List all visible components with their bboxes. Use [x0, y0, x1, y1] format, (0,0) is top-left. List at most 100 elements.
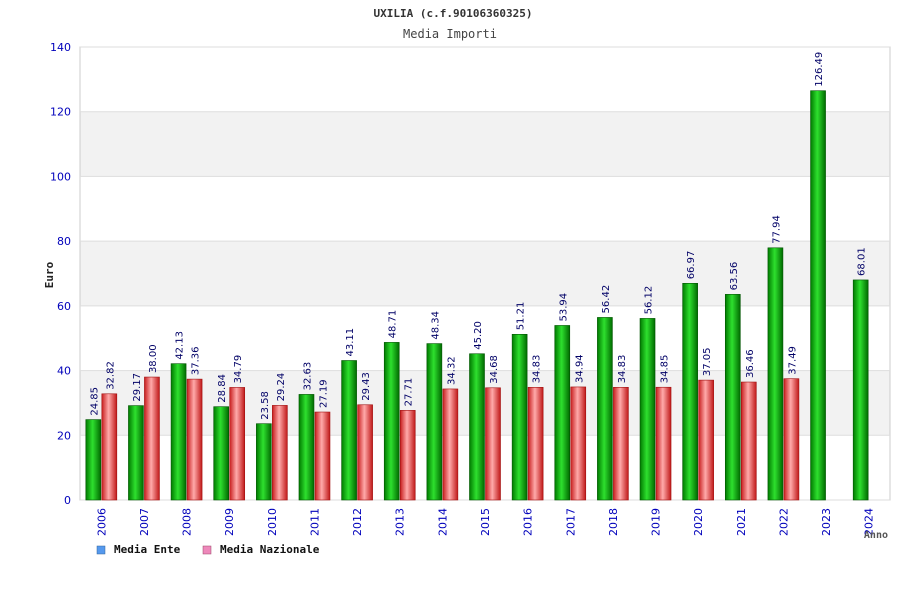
value-label-media-nazionale: 27.19: [318, 379, 329, 408]
x-tick-label: 2020: [692, 508, 705, 536]
bar-media-ente: [682, 283, 698, 501]
x-tick-label: 2017: [564, 508, 577, 536]
x-tick-label: 2014: [436, 508, 449, 536]
bar-media-ente: [128, 405, 144, 501]
bars: 24.85 32.82 29.17 38.00 42.13 37.36 28.84 34.79…: [85, 52, 869, 501]
x-tick-label: 2019: [650, 508, 663, 536]
value-label-media-ente: 42.13: [175, 331, 186, 360]
value-label-media-nazionale: 37.36: [191, 346, 202, 375]
bar-media-ente: [426, 343, 443, 501]
x-tick-label: 2010: [266, 508, 279, 536]
bar-media-ente: [341, 360, 357, 501]
value-label-media-ente: 66.97: [686, 251, 697, 280]
bar-media-ente: [511, 333, 528, 501]
value-label-media-nazionale: 34.85: [660, 355, 671, 384]
value-label-media-ente: 48.71: [388, 310, 399, 339]
y-tick-label: 60: [57, 300, 71, 313]
bar-media-nazionale: [783, 378, 800, 501]
bar-media-nazionale: [655, 386, 672, 501]
bar-media-ente: [852, 279, 869, 501]
bar-media-ente: [469, 353, 485, 501]
grid-band: [80, 111, 890, 177]
value-label-media-nazionale: 32.82: [105, 361, 116, 390]
bar-media-nazionale: [314, 411, 331, 501]
value-label-media-nazionale: 37.05: [702, 347, 713, 376]
bar-media-nazionale: [527, 387, 544, 501]
value-label-media-nazionale: 34.32: [446, 356, 457, 385]
chart-subtitle: Media Importi: [403, 27, 497, 41]
bar-media-ente: [597, 317, 613, 501]
value-label-media-nazionale: 34.83: [532, 355, 543, 384]
x-axis: 2006 2007 2008 2009 2010 2011 2012 2013 2014 2015…: [95, 508, 875, 536]
value-label-media-nazionale: 34.68: [489, 355, 500, 384]
bar-media-ente: [256, 423, 272, 501]
bar-media-ente: [724, 294, 741, 501]
bar-media-nazionale: [229, 387, 246, 501]
grid-bands: [80, 111, 890, 436]
value-label-media-ente: 63.56: [729, 262, 740, 291]
y-tick-label: 120: [50, 106, 71, 119]
x-tick-label: 2008: [181, 508, 194, 536]
y-tick-label: 0: [64, 494, 71, 507]
grid-band: [80, 241, 890, 306]
y-tick-label: 100: [50, 170, 71, 183]
value-label-media-nazionale: 29.24: [276, 373, 287, 402]
legend: Media Ente Media Nazionale: [96, 543, 320, 556]
bar-media-nazionale: [272, 405, 288, 501]
bar-media-nazionale: [357, 404, 373, 501]
value-label-media-ente: 23.58: [260, 391, 271, 420]
x-tick-label: 2011: [308, 508, 321, 536]
x-tick-label: 2016: [522, 508, 535, 536]
y-tick-label: 80: [57, 235, 71, 248]
value-label-media-ente: 126.49: [814, 52, 825, 87]
x-tick-label: 2023: [820, 508, 833, 536]
x-tick-label: 2006: [95, 508, 108, 536]
bar-media-nazionale: [698, 379, 714, 501]
x-tick-label: 2012: [351, 508, 364, 536]
legend-swatch-media-ente: [96, 545, 106, 555]
x-axis-label: Anno: [864, 530, 888, 541]
bar-media-ente: [170, 363, 187, 501]
bar-media-nazionale: [570, 386, 587, 501]
value-label-media-nazionale: 34.83: [617, 355, 628, 384]
value-label-media-ente: 56.12: [644, 286, 655, 315]
y-tick-label: 140: [50, 41, 71, 54]
x-tick-label: 2021: [735, 508, 748, 536]
value-label-media-nazionale: 38.00: [148, 344, 159, 373]
value-label-media-nazionale: 34.94: [574, 354, 585, 383]
legend-label-media-nazionale: Media Nazionale: [220, 543, 320, 556]
value-label-media-ente: 43.11: [345, 328, 356, 357]
y-tick-label: 40: [57, 365, 71, 378]
bar-media-ente: [767, 247, 784, 501]
x-tick-label: 2007: [138, 508, 151, 536]
bar-media-nazionale: [442, 388, 459, 501]
x-tick-label: 2015: [479, 508, 492, 536]
bar-media-nazionale: [144, 376, 160, 501]
x-tick-label: 2009: [223, 508, 236, 536]
value-label-media-ente: 77.94: [771, 215, 782, 244]
legend-swatch-media-nazionale: [202, 545, 212, 555]
x-tick-label: 2024: [863, 508, 876, 536]
value-label-media-ente: 32.63: [302, 362, 313, 391]
value-label-media-ente: 51.21: [516, 302, 527, 331]
y-tick-label: 20: [57, 429, 71, 442]
bar-media-ente: [298, 394, 315, 501]
y-axis: 0 20 40 60 80 100 120 140: [50, 41, 71, 507]
bar-media-ente: [213, 406, 230, 501]
bar-media-nazionale: [485, 387, 501, 501]
value-label-media-ente: 48.34: [430, 311, 441, 340]
value-label-media-nazionale: 37.49: [787, 346, 798, 375]
chart-title: UXILIA (c.f.90106360325): [374, 7, 533, 20]
bar-media-nazionale: [399, 410, 416, 501]
value-label-media-ente: 68.01: [857, 247, 868, 276]
value-label-media-ente: 56.42: [601, 285, 612, 314]
bar-media-nazionale: [101, 393, 118, 501]
value-label-media-nazionale: 34.79: [233, 355, 244, 384]
x-tick-label: 2018: [607, 508, 620, 536]
x-tick-label: 2022: [777, 508, 790, 536]
value-label-media-ente: 28.84: [217, 374, 228, 403]
value-label-media-nazionale: 36.46: [745, 349, 756, 378]
bar-media-ente: [383, 342, 400, 501]
legend-label-media-ente: Media Ente: [114, 543, 181, 556]
